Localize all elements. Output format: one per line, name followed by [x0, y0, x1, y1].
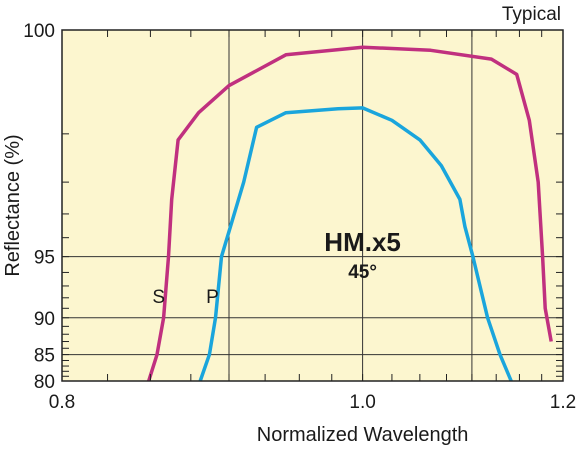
chart-subtitle: 45° — [348, 262, 377, 283]
x-axis-label: Normalized Wavelength — [257, 424, 469, 446]
chart-title: HM.x5 — [324, 227, 401, 257]
series-label-s: S — [152, 287, 165, 308]
y-tick-label: 90 — [34, 309, 55, 330]
series-line-p — [198, 106, 513, 382]
x-tick-label: 1.0 — [349, 392, 375, 413]
y-tick-label: 80 — [34, 372, 55, 393]
tick-marks — [62, 30, 564, 381]
series-line-s — [147, 45, 553, 382]
grid-lines — [62, 30, 563, 381]
tick-labels: 0.8 1.0 1.2 80 85 90 95 100 — [23, 21, 576, 413]
y-tick-label: 100 — [23, 21, 55, 42]
x-tick-label: 0.8 — [49, 392, 75, 413]
plot-area — [62, 30, 563, 381]
y-tick-label: 95 — [34, 248, 55, 269]
x-tick-label: 1.2 — [550, 392, 576, 413]
plot-frame — [61, 29, 564, 382]
y-axis-label: Reflectance (%) — [2, 134, 24, 276]
corner-label: Typical — [502, 4, 561, 25]
series-label-p: P — [206, 287, 219, 308]
y-tick-label: 85 — [34, 346, 55, 367]
